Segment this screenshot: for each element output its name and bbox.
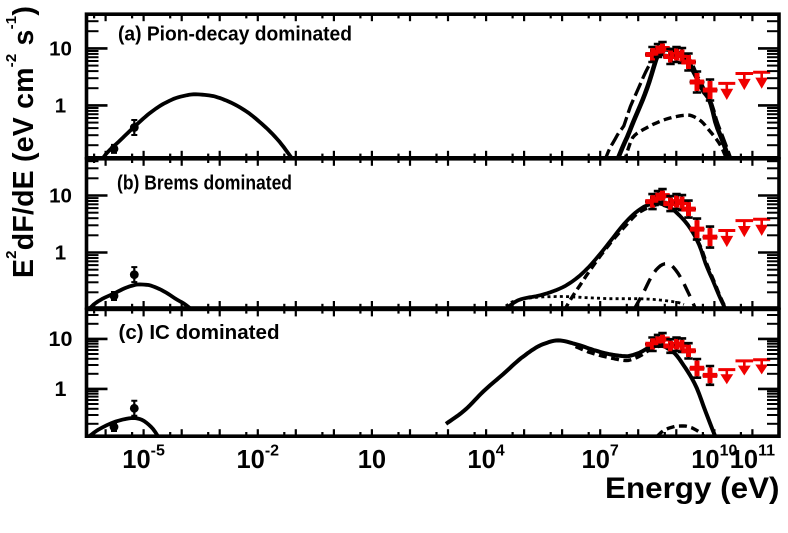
svg-text:E2dF/dE (eV cm-2 s-1): E2dF/dE (eV cm-2 s-1): [3, 6, 40, 278]
svg-text:107: 107: [582, 443, 619, 474]
svg-text:10: 10: [49, 327, 73, 351]
svg-text:(b) Brems dominated: (b) Brems dominated: [117, 172, 292, 195]
svg-text:10-2: 10-2: [236, 443, 279, 474]
svg-text:(a) Pion-decay dominated: (a) Pion-decay dominated: [118, 22, 352, 45]
svg-text:10-5: 10-5: [122, 443, 165, 474]
svg-text:Energy (eV): Energy (eV): [605, 472, 780, 505]
svg-text:1010: 1010: [691, 443, 737, 474]
svg-text:104: 104: [467, 443, 504, 474]
svg-text:(c) IC dominated: (c) IC dominated: [119, 321, 280, 344]
svg-text:1: 1: [55, 377, 67, 401]
svg-text:10: 10: [358, 446, 386, 474]
svg-text:10: 10: [49, 37, 72, 60]
svg-text:1: 1: [55, 94, 66, 117]
svg-text:1: 1: [55, 242, 66, 265]
svg-text:1011: 1011: [730, 443, 775, 474]
svg-text:10: 10: [49, 185, 72, 208]
